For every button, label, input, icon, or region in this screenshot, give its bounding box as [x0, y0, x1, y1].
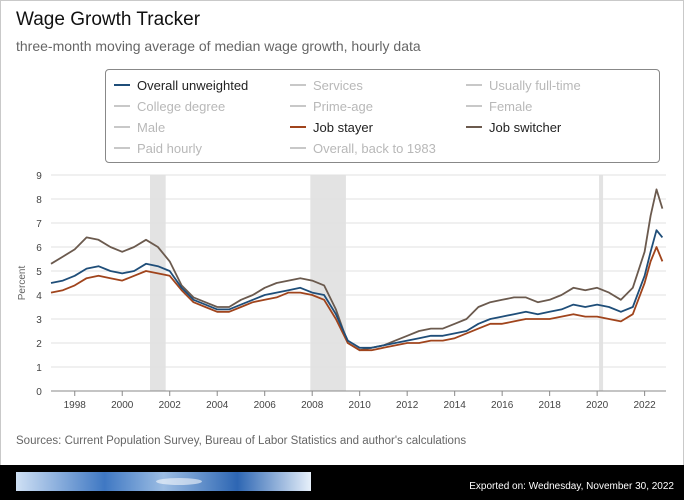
legend-item-usually-full-time[interactable]: Usually full-time	[466, 75, 581, 95]
chart-title: Wage Growth Tracker	[16, 9, 201, 30]
legend-item-services[interactable]: Services	[290, 75, 363, 95]
x-tick-label: 2006	[254, 400, 277, 411]
legend-label: Overall, back to 1983	[313, 140, 436, 156]
x-tick-label: 2010	[349, 400, 372, 411]
legend-swatch	[114, 126, 130, 128]
legend-label: Paid hourly	[137, 140, 203, 156]
x-tick-label: 2016	[491, 400, 514, 411]
legend-swatch	[290, 126, 306, 128]
sources-note: Sources: Current Population Survey, Bure…	[16, 435, 467, 447]
y-tick-label: 5	[36, 267, 42, 278]
legend-swatch	[290, 105, 306, 107]
legend: Overall unweighted Services Usually full-t…	[105, 69, 660, 163]
y-tick-label: 1	[36, 363, 42, 374]
y-tick-label: 7	[36, 219, 42, 230]
legend-item-overall-back-to-1983[interactable]: Overall, back to 1983	[290, 138, 436, 158]
footer-bar: Exported on: Wednesday, November 30, 202…	[0, 465, 684, 500]
legend-swatch	[114, 84, 130, 86]
legend-item-job-stayer[interactable]: Job stayer	[290, 117, 373, 137]
legend-item-paid-hourly[interactable]: Paid hourly	[114, 138, 202, 158]
y-tick-label: 2	[36, 339, 42, 350]
legend-swatch	[114, 105, 130, 107]
x-tick-label: 2014	[444, 400, 467, 411]
recession-band	[599, 175, 604, 391]
y-tick-label: 0	[36, 387, 42, 398]
legend-item-prime-age[interactable]: Prime-age	[290, 96, 373, 116]
y-tick-label: 6	[36, 243, 42, 254]
legend-label: Job switcher	[489, 119, 562, 135]
legend-label: Male	[137, 119, 166, 135]
x-tick-label: 2018	[539, 400, 562, 411]
x-tick-label: 2012	[396, 400, 419, 411]
x-tick-label: 1998	[64, 400, 87, 411]
legend-label: Female	[489, 98, 533, 114]
legend-swatch	[114, 147, 130, 149]
line-chart: 0 1 2 3 4 5 6 7 8 9 1998 2000 2002 2004 2006 2008 2010 20…	[17, 171, 666, 411]
y-tick-label: 4	[36, 291, 42, 302]
legend-label: Job stayer	[313, 119, 373, 135]
x-tick-label: 2008	[301, 400, 324, 411]
legend-swatch	[290, 147, 306, 149]
fed-logo-banner	[16, 472, 311, 491]
series-line-overall-unweighted	[50, 229, 664, 349]
recession-band	[310, 175, 346, 391]
exported-date: Exported on: Wednesday, November 30, 202…	[469, 481, 674, 492]
legend-swatch	[466, 126, 482, 128]
y-axis-label: Percent	[17, 266, 28, 301]
series-line-job-switcher	[50, 188, 664, 352]
y-tick-label: 3	[36, 315, 42, 326]
y-tick-label: 9	[36, 171, 42, 182]
legend-label: Overall unweighted	[137, 77, 249, 93]
x-tick-label: 2020	[586, 400, 609, 411]
legend-label: Usually full-time	[489, 77, 581, 93]
legend-swatch	[466, 84, 482, 86]
x-tick-label: 2000	[111, 400, 134, 411]
x-tick-label: 2004	[206, 400, 229, 411]
legend-swatch	[466, 105, 482, 107]
legend-swatch	[290, 84, 306, 86]
legend-label: Prime-age	[313, 98, 373, 114]
legend-item-overall-unweighted[interactable]: Overall unweighted	[114, 75, 248, 95]
series-line-job-stayer	[50, 246, 664, 352]
y-tick-label: 8	[36, 195, 42, 206]
legend-item-college-degree[interactable]: College degree	[114, 96, 225, 116]
x-tick-label: 2022	[634, 400, 657, 411]
legend-item-job-switcher[interactable]: Job switcher	[466, 117, 561, 137]
x-tick-label: 2002	[159, 400, 182, 411]
legend-label: Services	[313, 77, 363, 93]
chart-subtitle: three-month moving average of median wag…	[16, 38, 421, 54]
legend-item-male[interactable]: Male	[114, 117, 165, 137]
recession-band	[150, 175, 166, 391]
legend-label: College degree	[137, 98, 226, 114]
legend-item-female[interactable]: Female	[466, 96, 532, 116]
